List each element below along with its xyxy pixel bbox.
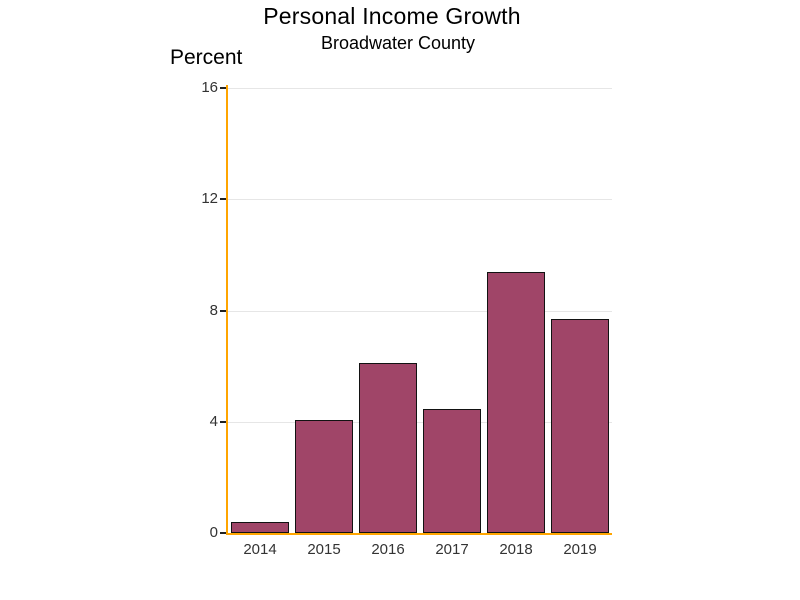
y-tick-label-8: 8: [209, 301, 218, 319]
y-tick-mark-4: [220, 420, 226, 423]
bar-2018: [487, 271, 545, 533]
y-axis-title: Percent: [170, 46, 243, 69]
plot-area: [228, 88, 612, 533]
y-tick-label-12: 12: [201, 190, 218, 208]
y-tick-label-16: 16: [201, 79, 218, 96]
y-axis-line: [226, 85, 228, 535]
x-tick-label-2018: 2018: [499, 541, 533, 558]
gridline-y-12: [228, 199, 612, 201]
x-axis-line: [226, 533, 612, 535]
bar-2016: [359, 363, 417, 533]
y-tick-mark-0: [220, 532, 226, 534]
x-tick-label-2017: 2017: [435, 541, 469, 558]
bar-2015: [295, 420, 353, 533]
chart-title: Personal Income Growth: [263, 3, 521, 29]
bar-2014: [231, 521, 289, 533]
y-tick-mark-8: [220, 309, 226, 312]
chart-subtitle: Broadwater County: [320, 33, 476, 53]
gridline-y-16: [228, 88, 612, 89]
bar-2019: [551, 318, 609, 533]
x-tick-label-2019: 2019: [563, 541, 597, 558]
y-tick-label-0: 0: [209, 524, 218, 541]
bar-2017: [423, 409, 481, 533]
y-tick-mark-12: [220, 198, 226, 201]
x-tick-label-2015: 2015: [307, 541, 341, 558]
x-tick-label-2016: 2016: [371, 541, 405, 558]
y-tick-label-4: 4: [209, 412, 218, 430]
x-tick-label-2014: 2014: [243, 541, 277, 558]
gridline-y-4: [228, 421, 612, 423]
gridline-y-8: [228, 310, 612, 312]
y-tick-mark-16: [220, 87, 226, 89]
